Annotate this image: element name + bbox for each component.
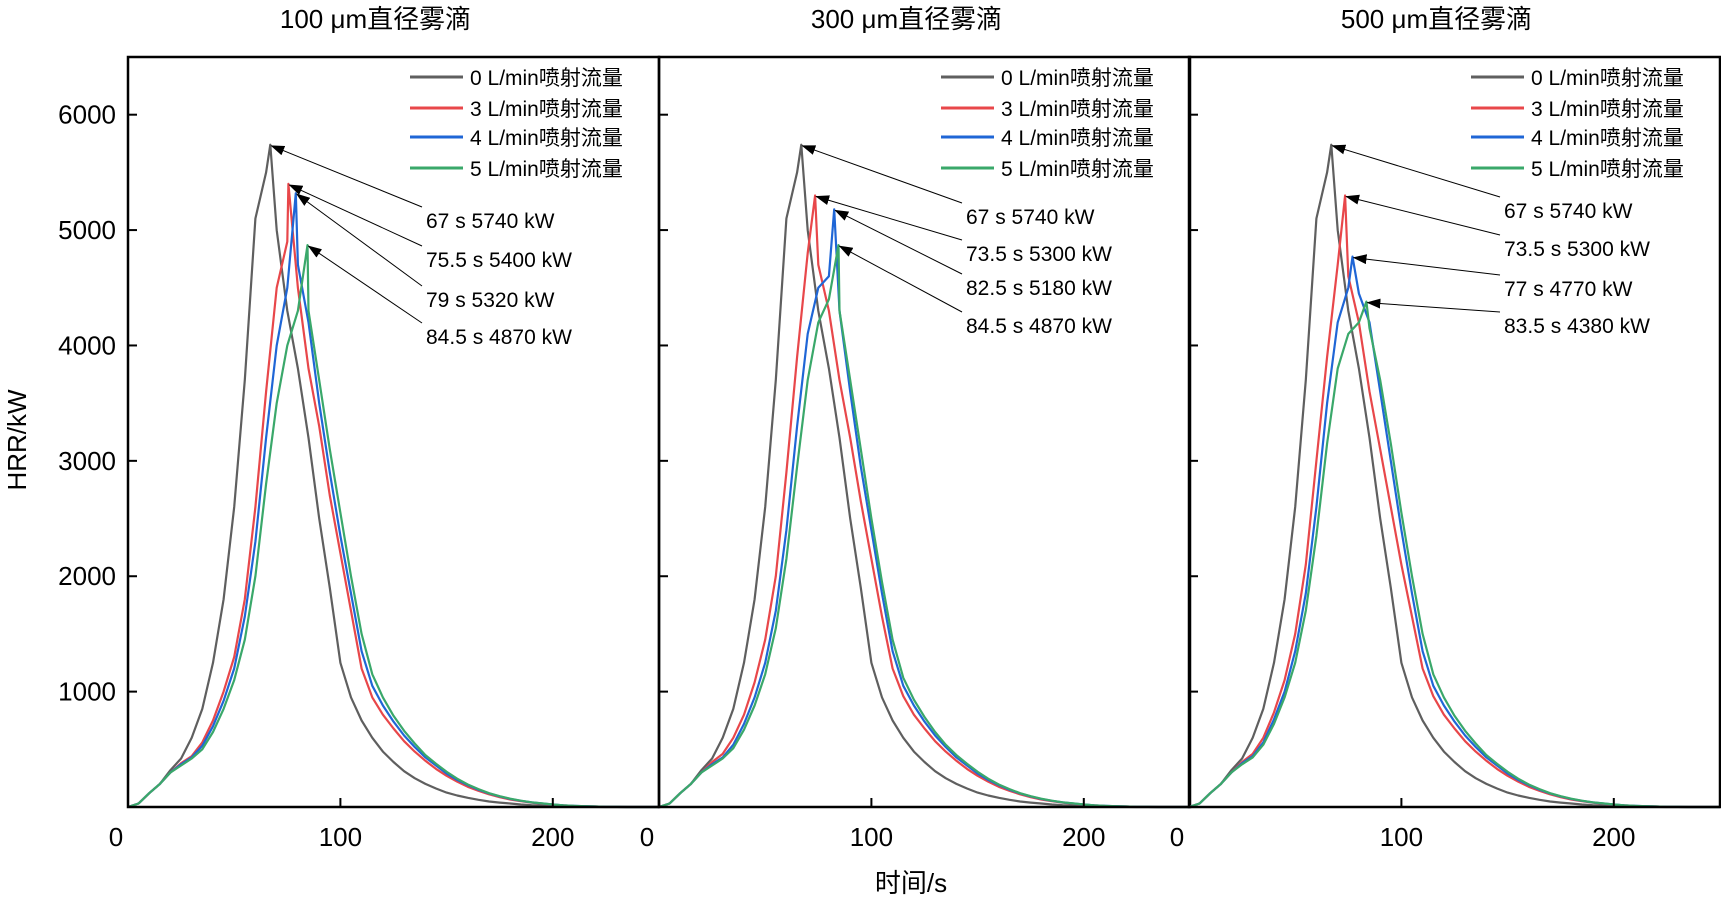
panel-3: 500 μm直径雾滴 0 100 200 0 L/min喷射流量 3 L/min喷射流量 4… xyxy=(1170,4,1721,852)
annotation-arrow xyxy=(838,245,963,313)
annotation-arrow xyxy=(801,145,963,204)
series-line-5lpm xyxy=(658,244,1190,809)
y-tick-label: 1000 xyxy=(58,677,116,707)
peak-annotation: 67 s 5740 kW xyxy=(426,210,555,233)
y-tick-label: 4000 xyxy=(58,330,116,360)
peak-annotation: 75.5 s 5400 kW xyxy=(426,249,572,272)
peak-annotation: 84.5 s 4870 kW xyxy=(426,326,572,349)
series-line-5lpm xyxy=(127,244,659,809)
panel-title: 100 μm直径雾滴 xyxy=(280,4,471,34)
plot-frame xyxy=(1187,55,1721,809)
legend-label: 3 L/min喷射流量 xyxy=(1531,98,1684,121)
peak-annotation: 77 s 4770 kW xyxy=(1504,278,1633,301)
series-line-0lpm xyxy=(127,143,659,809)
peak-annotation: 73.5 s 5300 kW xyxy=(1504,238,1650,261)
x-tick-label: 0 xyxy=(109,822,123,852)
annotation-arrow xyxy=(288,184,423,247)
annotation-arrow xyxy=(1352,254,1501,276)
peak-annotation: 79 s 5320 kW xyxy=(426,289,555,312)
legend-label: 5 L/min喷射流量 xyxy=(1531,158,1684,181)
peak-annotation: 82.5 s 5180 kW xyxy=(966,277,1112,300)
x-tick-label: 0 xyxy=(1170,822,1184,852)
y-tick-label: 6000 xyxy=(58,100,116,130)
peak-annotation: 73.5 s 5300 kW xyxy=(966,243,1112,266)
panel-title: 500 μm直径雾滴 xyxy=(1341,4,1532,34)
legend-label: 3 L/min喷射流量 xyxy=(1001,98,1154,121)
annotation-arrow xyxy=(1366,298,1501,313)
legend-label: 4 L/min喷射流量 xyxy=(470,127,623,150)
panel-title: 300 μm直径雾滴 xyxy=(811,4,1002,34)
legend-label: 5 L/min喷射流量 xyxy=(470,158,623,181)
series-line-3lpm xyxy=(127,182,659,809)
annotation-arrow xyxy=(834,209,963,275)
legend-label: 0 L/min喷射流量 xyxy=(470,67,623,90)
peak-annotation: 67 s 5740 kW xyxy=(966,206,1095,229)
legend-label: 0 L/min喷射流量 xyxy=(1531,67,1684,90)
annotation-arrow xyxy=(815,195,963,241)
legend-label: 0 L/min喷射流量 xyxy=(1001,67,1154,90)
x-tick-label: 200 xyxy=(531,822,574,852)
annotation-arrow xyxy=(1331,144,1501,198)
annotation-arrow xyxy=(295,193,423,287)
panel-2: 300 μm直径雾滴 0 100 200 0 L/min喷射流量 3 L/min喷射流量 4… xyxy=(640,4,1192,852)
x-tick-label: 200 xyxy=(1592,822,1635,852)
peak-annotation: 67 s 5740 kW xyxy=(1504,200,1633,223)
series-line-5lpm xyxy=(1188,300,1720,809)
legend-label: 4 L/min喷射流量 xyxy=(1001,127,1154,150)
legend-label: 5 L/min喷射流量 xyxy=(1001,158,1154,181)
x-tick-label: 100 xyxy=(319,822,362,852)
annotation-arrow xyxy=(307,245,423,324)
x-tick-label: 100 xyxy=(1380,822,1423,852)
peak-annotation: 83.5 s 4380 kW xyxy=(1504,315,1650,338)
x-tick-label: 0 xyxy=(640,822,654,852)
y-tick-label: 3000 xyxy=(58,446,116,476)
legend-label: 3 L/min喷射流量 xyxy=(470,98,623,121)
x-axis-title: 时间/s xyxy=(875,868,947,898)
legend-label: 4 L/min喷射流量 xyxy=(1531,127,1684,150)
y-tick-label: 5000 xyxy=(58,215,116,245)
annotation-arrow xyxy=(1345,194,1501,236)
y-axis-title: HRR/kW xyxy=(2,389,32,491)
peak-annotation: 84.5 s 4870 kW xyxy=(966,315,1112,338)
x-tick-label: 100 xyxy=(850,822,893,852)
x-tick-label: 200 xyxy=(1062,822,1105,852)
y-tick-label: 2000 xyxy=(58,561,116,591)
annotation-arrow xyxy=(270,145,423,208)
